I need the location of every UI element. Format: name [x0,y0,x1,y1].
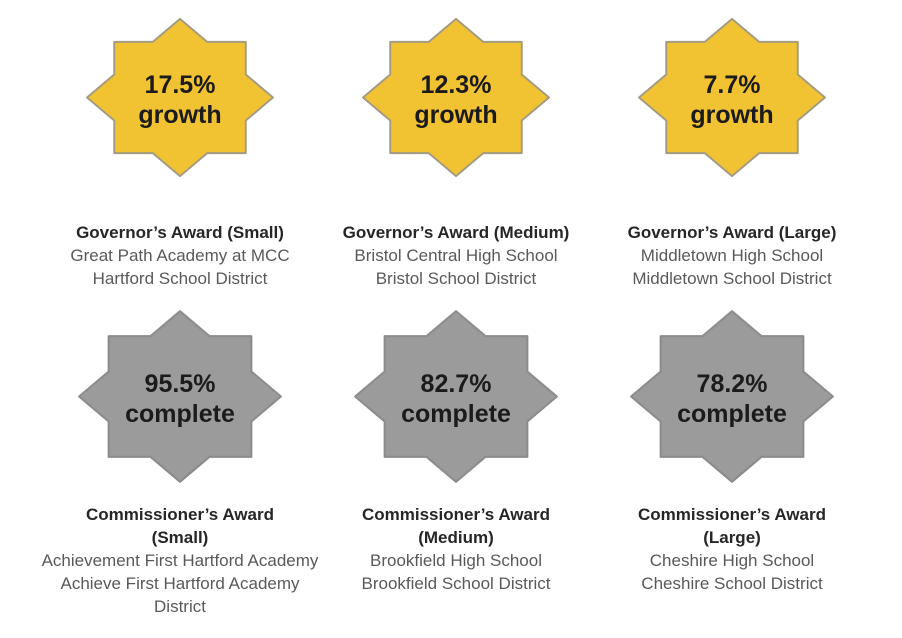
badge-metric-label: 82.7% complete [401,369,511,428]
starburst-icon [354,310,558,483]
award-district-name: Middletown School District [632,269,832,288]
starburst-shape [362,17,550,178]
award-card-commissioners-small: 95.5% complete Commissioner’s Award (Sma… [42,292,318,638]
starburst-badge: 78.2% complete [628,308,836,485]
starburst-badge: 17.5% growth [84,16,276,179]
starburst-icon [86,17,274,178]
starburst-shape [354,310,558,483]
award-title: Governor’s Award (Large) [627,223,837,242]
starburst-icon [78,310,282,483]
award-school-name: Middletown High School [640,246,824,265]
award-district-name: Hartford School District [92,269,268,288]
award-caption: Governor’s Award (Small) Great Path Acad… [10,221,350,290]
starburst-shape [86,17,274,178]
award-caption: Commissioner’s Award (Large) Cheshire Hi… [562,503,902,595]
award-title: Commissioner’s Award (Large) [637,505,826,547]
award-school-name: Great Path Academy at MCC [70,246,290,265]
badge-metric-label: 12.3% growth [414,70,498,129]
starburst-icon [362,17,550,178]
award-title: Governor’s Award (Small) [76,223,284,242]
award-school-name: Achievement First Hartford Academy [41,551,319,570]
award-card-commissioners-medium: 82.7% complete Commissioner’s Award (Med… [318,292,594,638]
award-caption: Commissioner’s Award (Small) Achievement… [10,503,350,618]
award-card-governors-medium: 12.3% growth Governor’s Award (Medium) B… [318,16,594,292]
award-caption: Governor’s Award (Large) Middletown High… [562,221,902,290]
badge-metric-label: 95.5% complete [125,369,235,428]
starburst-shape [638,17,826,178]
award-card-governors-large: 7.7% growth Governor’s Award (Large) Mid… [594,16,870,292]
award-caption: Commissioner’s Award (Medium) Brookfield… [286,503,626,595]
award-district-name: Bristol School District [375,269,537,288]
starburst-badge: 7.7% growth [636,16,828,179]
award-caption: Governor’s Award (Medium) Bristol Centra… [286,221,626,290]
award-title: Commissioner’s Award (Small) [85,505,274,547]
award-title: Commissioner’s Award (Medium) [361,505,550,547]
award-district-name: Achieve First Hartford Academy District [60,574,300,616]
starburst-badge: 12.3% growth [360,16,552,179]
starburst-icon [638,17,826,178]
award-district-name: Cheshire School District [641,574,823,593]
starburst-badge: 95.5% complete [76,308,284,485]
badge-metric-label: 7.7% growth [690,70,774,129]
badge-metric-label: 78.2% complete [677,369,787,428]
starburst-icon [630,310,834,483]
starburst-shape [78,310,282,483]
badge-metric-label: 17.5% growth [138,70,222,129]
award-school-name: Brookfield High School [370,551,542,570]
award-school-name: Bristol Central High School [354,246,558,265]
starburst-shape [630,310,834,483]
award-district-name: Brookfield School District [361,574,551,593]
starburst-badge: 82.7% complete [352,308,560,485]
award-title: Governor’s Award (Medium) [342,223,570,242]
award-school-name: Cheshire High School [649,551,815,570]
award-card-governors-small: 17.5% growth Governor’s Award (Small) Gr… [42,16,318,292]
award-card-commissioners-large: 78.2% complete Commissioner’s Award (Lar… [594,292,870,638]
